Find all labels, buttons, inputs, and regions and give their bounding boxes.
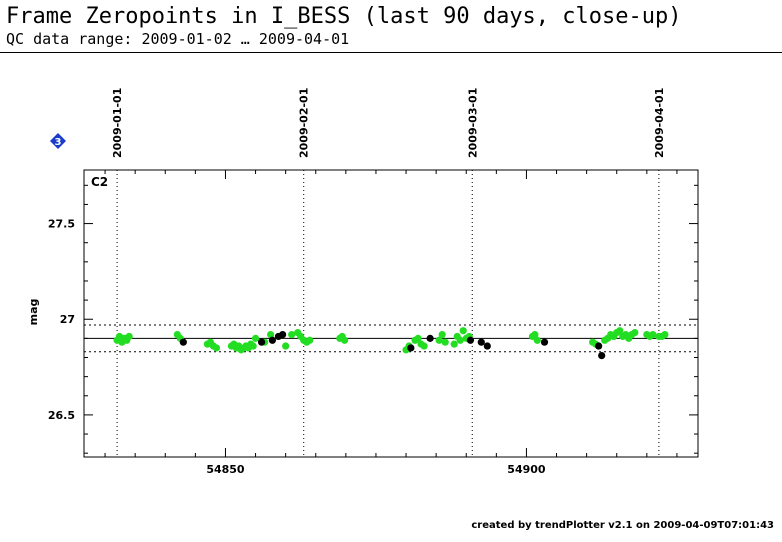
data-point-flagged	[407, 344, 415, 352]
x-tick-label: 54900	[507, 463, 546, 476]
data-point-good	[661, 330, 669, 339]
footer-credit: created by trendPlotter v2.1 on 2009-04-…	[471, 520, 774, 531]
data-point-good	[441, 338, 449, 346]
data-point-good	[450, 340, 458, 348]
data-point-good	[251, 334, 260, 342]
data-point-good	[249, 342, 257, 350]
badge-diamond-icon	[50, 133, 66, 149]
badge: 3	[50, 133, 66, 149]
date-marker-label: 2009-02-01	[298, 88, 311, 158]
data-point-good	[282, 342, 290, 350]
axis-layer: 26.5 27 27.5 54850 54900	[48, 170, 698, 476]
data-point-good	[456, 336, 464, 344]
data-point-good	[288, 330, 296, 339]
y-axis-label: mag	[27, 299, 40, 326]
data-point-flagged	[466, 336, 475, 344]
data-point-good	[459, 327, 467, 335]
data-point-good	[649, 330, 657, 339]
y-tick-label: 27.5	[48, 218, 75, 231]
data-point-flagged	[426, 334, 434, 342]
data-point-flagged	[598, 351, 606, 360]
points-layer	[113, 327, 669, 360]
data-point-good	[341, 336, 349, 344]
panel-label: C2	[91, 175, 108, 189]
data-point-good	[631, 329, 639, 337]
data-point-flagged	[257, 338, 266, 346]
y-tick-label: 27	[60, 313, 75, 326]
data-point-good	[420, 342, 428, 350]
data-point-good	[616, 327, 624, 335]
data-point-good	[533, 336, 541, 344]
data-point-good	[414, 334, 422, 342]
data-point-flagged	[595, 342, 603, 350]
date-marker-label: 2009-01-01	[111, 88, 124, 158]
data-point-good	[125, 332, 133, 341]
data-point-good	[306, 336, 314, 344]
data-point-good	[267, 330, 275, 339]
date-marker-label: 2009-03-01	[466, 88, 479, 158]
badge-label: 3	[55, 137, 62, 148]
chart-subtitle: QC data range: 2009-01-02 … 2009-04-01	[6, 30, 350, 48]
data-point-flagged	[268, 336, 277, 344]
x-tick-label: 54850	[206, 463, 245, 476]
data-point-flagged	[483, 342, 491, 350]
y-tick-label: 26.5	[48, 409, 75, 422]
date-marker-label: 2009-04-01	[653, 88, 666, 158]
chart-title: Frame Zeropoints in I_BESS (last 90 days…	[6, 4, 682, 29]
data-point-flagged	[279, 330, 287, 339]
grid-layer	[84, 324, 698, 353]
data-point-flagged	[179, 338, 187, 346]
date-marker-layer: 2009-01-01 2009-02-01 2009-03-01 2009-04-01	[111, 88, 666, 457]
data-point-good	[531, 330, 539, 339]
header-divider	[0, 52, 782, 53]
data-point-good	[435, 336, 443, 344]
data-point-good	[438, 330, 446, 339]
plot-frame	[83, 169, 699, 458]
data-point-flagged	[540, 338, 549, 346]
data-point-good	[212, 344, 221, 352]
data-point-flagged	[477, 338, 485, 346]
